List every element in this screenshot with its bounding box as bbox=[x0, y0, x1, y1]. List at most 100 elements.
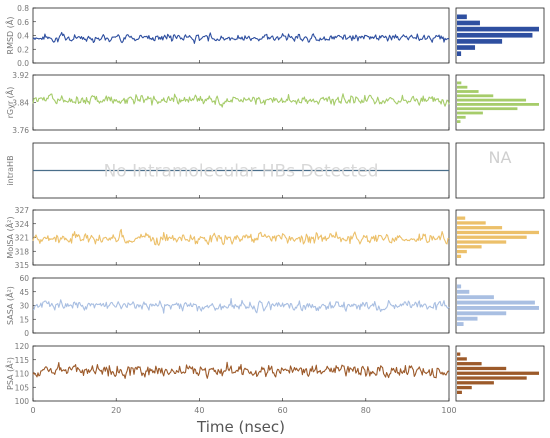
histogram-bar-rgyr bbox=[457, 120, 461, 123]
histogram-bar-psa bbox=[457, 357, 467, 361]
histogram-bar-psa bbox=[457, 376, 527, 380]
histogram-bar-rgyr bbox=[457, 98, 527, 102]
y-tick-label-molsa: 321 bbox=[15, 234, 30, 243]
y-tick-label-molsa: 324 bbox=[15, 220, 30, 229]
histogram-bar-molsa bbox=[457, 235, 527, 239]
histogram-note-intrahb: NA bbox=[489, 148, 512, 167]
histogram-frame-sasa bbox=[455, 277, 545, 334]
chart-panels: RMSD (Å)0.8 0.6 0.4 0.2 0.0 rGyr (Å) 3.92 3.84 3… bbox=[4, 4, 545, 415]
y-tick-label-sasa: 45 bbox=[19, 288, 29, 297]
histogram-bar-rgyr bbox=[457, 85, 468, 89]
y-tick-label-rgyr: 3.76 bbox=[12, 126, 29, 135]
histogram-bar-rgyr bbox=[457, 94, 494, 98]
x-tick-label: 80 bbox=[361, 406, 371, 415]
histogram-frame-rgyr bbox=[455, 74, 545, 131]
y-tick-label-rgyr: 3.92 bbox=[12, 71, 29, 80]
y-axis-label-sasa: SASA (Å²) bbox=[4, 286, 15, 325]
histogram-bar-psa bbox=[457, 352, 461, 356]
histogram-bar-rmsd bbox=[457, 51, 462, 56]
x-tick-label: 0 bbox=[30, 406, 35, 415]
series-line-rgyr bbox=[32, 93, 450, 108]
y-tick-label-rmsd: 0.0 bbox=[17, 59, 29, 68]
panel-frame-rgyr bbox=[32, 74, 450, 131]
y-tick-label-sasa: 30 bbox=[19, 302, 29, 311]
histogram-bar-molsa bbox=[457, 221, 486, 225]
histogram-bar-molsa bbox=[457, 230, 539, 235]
histogram-bar-sasa bbox=[457, 284, 462, 289]
histogram-bar-rgyr bbox=[457, 103, 539, 106]
x-tick-label: 20 bbox=[111, 406, 121, 415]
y-tick-label-psa: 100 bbox=[15, 397, 30, 406]
y-tick-label-psa: 110 bbox=[15, 370, 30, 379]
panel-frame-rmsd bbox=[32, 7, 450, 64]
histogram-bar-rgyr bbox=[457, 107, 518, 111]
panel-rgyr: rGyr (Å) 3.92 3.84 3.76 bbox=[4, 71, 545, 135]
histogram-bar-rgyr bbox=[457, 90, 479, 93]
histogram-frame-intrahb bbox=[455, 142, 545, 199]
histogram-bar-sasa bbox=[457, 300, 535, 305]
y-tick-label-rmsd: 0.6 bbox=[17, 18, 29, 27]
y-tick-label-psa: 115 bbox=[15, 356, 30, 365]
y-axis-label-psa: PSA (Å²) bbox=[4, 357, 15, 390]
y-tick-label-molsa: 327 bbox=[15, 206, 30, 215]
series-line-rmsd bbox=[32, 31, 450, 44]
histogram-bar-molsa bbox=[457, 216, 466, 220]
y-tick-label-sasa: 60 bbox=[19, 274, 29, 283]
histogram-bar-molsa bbox=[457, 249, 467, 254]
x-axis-label: Time (nsec) bbox=[196, 418, 285, 436]
histogram-bar-molsa bbox=[457, 245, 482, 249]
y-axis-label-molsa: MolSA (Å²) bbox=[4, 216, 15, 258]
series-line-psa bbox=[32, 361, 450, 379]
y-tick-label-rgyr: 3.84 bbox=[12, 99, 29, 108]
histogram-bar-psa bbox=[457, 371, 539, 375]
histogram-bar-rmsd bbox=[457, 45, 476, 50]
histogram-bar-psa bbox=[457, 362, 482, 366]
x-tick-label: 60 bbox=[278, 406, 288, 415]
panel-sasa: SASA (Å²) 60 45 30 15 0 bbox=[4, 274, 545, 338]
x-tick-label: 40 bbox=[194, 406, 204, 415]
y-tick-label-rmsd: 0.8 bbox=[17, 4, 29, 13]
y-axis-label-rgyr: rGyr (Å) bbox=[4, 87, 15, 119]
y-tick-label-rmsd: 0.2 bbox=[17, 45, 29, 54]
histogram-bar-rgyr bbox=[457, 111, 483, 115]
histogram-bar-rgyr bbox=[457, 81, 462, 85]
histogram-bar-sasa bbox=[457, 289, 470, 294]
histogram-bar-molsa bbox=[457, 254, 462, 258]
panel-note-intrahb: No Intramolecular HBs Detected bbox=[104, 162, 379, 182]
y-axis-label-rmsd: RMSD (Å) bbox=[4, 17, 15, 55]
histogram-bar-psa bbox=[457, 390, 462, 394]
histogram-bar-rgyr bbox=[457, 115, 466, 119]
histogram-bar-sasa bbox=[457, 316, 478, 321]
y-tick-label-psa: 120 bbox=[15, 342, 30, 351]
panel-psa: PSA (Å²)120 115 110 105 100 bbox=[4, 342, 545, 406]
histogram-bar-sasa bbox=[457, 311, 507, 316]
panel-intrahb: intraHB No Intramolecular HBs Detected NA bbox=[6, 142, 545, 199]
y-tick-label-sasa: 15 bbox=[19, 315, 29, 324]
panel-frame-molsa bbox=[32, 209, 450, 266]
y-tick-label-molsa: 318 bbox=[15, 247, 30, 256]
histogram-bar-rmsd bbox=[457, 20, 480, 26]
x-tick-label: 100 bbox=[441, 406, 456, 415]
histogram-bar-rmsd bbox=[457, 32, 533, 38]
series-line-sasa bbox=[32, 298, 450, 314]
histogram-bar-sasa bbox=[457, 322, 464, 326]
histogram-bar-molsa bbox=[457, 240, 507, 244]
y-tick-label-rmsd: 0.4 bbox=[17, 32, 29, 41]
histogram-bar-rmsd bbox=[457, 14, 467, 20]
panel-molsa: MolSA (Å²)327 324 321 318 315 bbox=[4, 206, 545, 270]
y-tick-label-sasa: 0 bbox=[24, 329, 29, 338]
histogram-bar-sasa bbox=[457, 306, 539, 310]
y-tick-label-molsa: 315 bbox=[15, 261, 30, 270]
histogram-bar-rmsd bbox=[457, 39, 503, 44]
y-tick-label-psa: 105 bbox=[15, 383, 30, 392]
series-line-molsa bbox=[32, 228, 450, 246]
histogram-bar-psa bbox=[457, 385, 472, 390]
histogram-bar-molsa bbox=[457, 226, 503, 230]
y-axis-label-intrahb: intraHB bbox=[6, 155, 15, 185]
panel-rmsd: RMSD (Å)0.8 0.6 0.4 0.2 0.0 bbox=[4, 4, 545, 68]
histogram-bar-psa bbox=[457, 381, 494, 385]
histogram-bar-rmsd bbox=[457, 26, 539, 32]
histogram-bar-sasa bbox=[457, 295, 494, 300]
histogram-bar-psa bbox=[457, 366, 507, 371]
